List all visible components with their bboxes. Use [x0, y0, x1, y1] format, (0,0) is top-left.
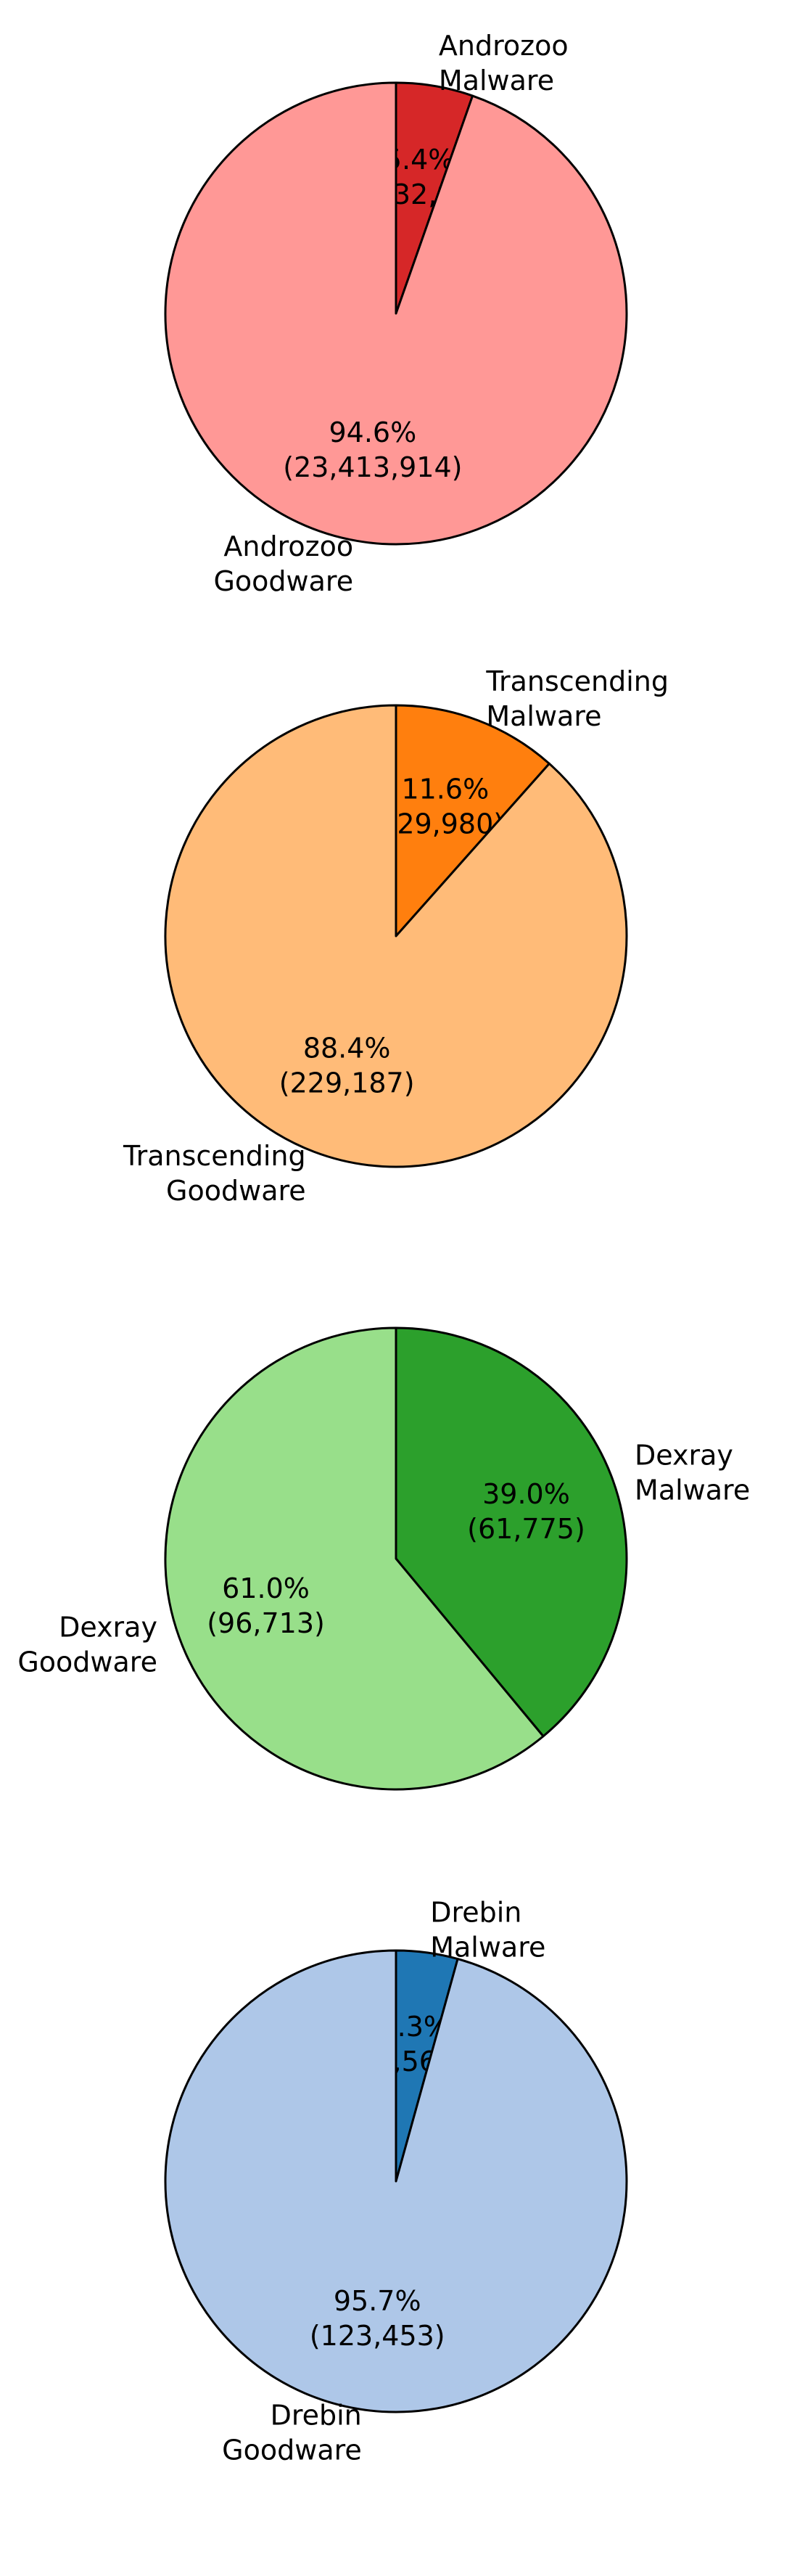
slice-category-label-line: Androzoo — [439, 30, 569, 62]
slice-category-label: Drebin Goodware — [222, 2400, 362, 2466]
slice-value-label-line: (123,453) — [310, 2320, 445, 2352]
slice-value-label-line: (229,187) — [279, 1067, 415, 1099]
pie-slice-malware — [395, 704, 550, 938]
slice-value-label-line: (61,775) — [467, 1513, 585, 1545]
slice-category-label: Transcending Goodware — [123, 1140, 306, 1207]
slice-category-label-line: Goodware — [222, 2435, 362, 2466]
slice-category-label: Dexray Goodware — [17, 1612, 157, 1678]
slice-value-label-line: (29,980) — [387, 808, 505, 840]
pie-slice-goodware — [164, 1949, 628, 2413]
slice-category-label: Androzoo Malware — [439, 30, 569, 97]
slice-category-label-line: Goodware — [166, 1175, 306, 1207]
slice-value-label-line: 88.4% — [303, 1032, 391, 1064]
slice-category-label: Dexray Malware — [635, 1439, 750, 1506]
slice-category-label-line: Malware — [486, 700, 601, 732]
slice-category-label-line: Androzoo — [223, 530, 353, 562]
slice-category-label-line: Transcending — [123, 1140, 306, 1172]
pie-slice-goodware — [164, 1326, 545, 1791]
slice-category-label: Drebin Malware — [430, 1896, 545, 1963]
slice-category-label-line: Goodware — [17, 1646, 157, 1678]
slice-category-label-line: Malware — [439, 65, 554, 97]
slice-value-label: 39.0% (61,775) — [467, 1478, 585, 1545]
slice-category-label-line: Malware — [635, 1474, 750, 1506]
slice-value-label: 88.4% (229,187) — [279, 1032, 415, 1099]
slice-value-label: 11.6% (29,980) — [387, 774, 505, 840]
slice-value-label: 95.7% (123,453) — [310, 2285, 445, 2352]
slice-value-label-line: (23,413,914) — [283, 451, 462, 483]
slice-category-label: Androzoo Goodware — [213, 530, 353, 597]
pie-slice-goodware — [164, 81, 628, 546]
slice-category-label-line: Malware — [430, 1931, 545, 1963]
slice-category-label-line: Drebin — [430, 1896, 521, 1928]
slice-category-label-line: Goodware — [213, 565, 353, 597]
slice-value-label-line: (96,713) — [207, 1607, 325, 1639]
slice-value-label-line: 11.6% — [401, 774, 489, 805]
slice-category-label-line: Transcending — [485, 665, 669, 697]
slice-value-label-line: 94.6% — [329, 417, 417, 448]
slice-category-label: Transcending Malware — [485, 665, 669, 732]
pie-slice-malware — [395, 1326, 628, 1738]
slice-category-label-line: Dexray — [635, 1439, 733, 1471]
slice-value-label-line: 95.7% — [334, 2285, 421, 2317]
slice-value-label: 94.6% (23,413,914) — [283, 417, 462, 483]
slice-value-label-line: 61.0% — [222, 1572, 310, 1604]
slice-category-label-line: Drebin — [271, 2400, 362, 2432]
pie-slice-goodware — [164, 704, 628, 1168]
slice-value-label: 61.0% (96,713) — [207, 1572, 325, 1639]
slice-category-label-line: Dexray — [59, 1612, 157, 1644]
slice-value-label-line: 39.0% — [482, 1478, 570, 1510]
